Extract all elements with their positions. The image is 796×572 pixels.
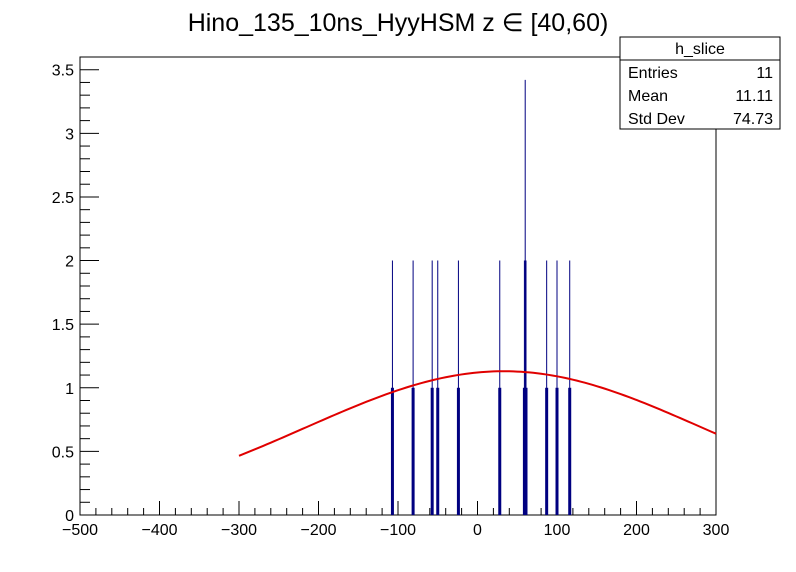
histogram-bar [436,387,440,515]
stats-entries-label: Entries [628,65,678,82]
gaussian-fit-line [238,370,717,457]
histogram-bar [555,387,559,515]
stats-box: h_slice Entries 11 Mean 11.11 Std Dev 74… [619,36,781,130]
y-tick-label: 2 [65,254,74,271]
x-tick-label: 0 [473,522,482,539]
histogram-bar [568,387,572,515]
y-tick-label: 0.5 [52,444,74,461]
histogram-bar [390,387,394,515]
histogram-bar [430,387,434,515]
histogram-bar [456,387,460,515]
x-tick-label: −500 [62,522,98,539]
histogram-bar [498,387,502,515]
x-tick-label: 300 [703,522,730,539]
x-tick-label: −300 [221,522,257,539]
histogram-bar [522,387,526,515]
x-tick-label: 100 [544,522,571,539]
stats-mean-value: 11.11 [735,88,773,105]
histogram-bar [524,387,528,515]
y-tick-label: 3 [65,126,74,143]
y-tick-label: 3.5 [52,63,74,80]
x-tick-label: 200 [623,522,650,539]
stats-stddev-value: 74.73 [733,111,773,128]
y-tick-label: 1.5 [52,317,74,334]
x-tick-label: −100 [380,522,416,539]
y-tick-label: 0 [65,508,74,525]
chart-title: Hino_135_10ns_HyyHSM z ∈ [40,60) [188,9,609,37]
y-tick-label: 2.5 [52,190,74,207]
histogram-bar [411,387,415,515]
y-tick-label: 1 [65,381,74,398]
stats-mean-label: Mean [628,88,668,105]
x-tick-label: −200 [300,522,336,539]
stats-box-title: h_slice [675,41,725,58]
histogram-bar [545,387,549,515]
histogram-bars [390,387,572,515]
stats-entries-value: 11 [756,65,773,82]
x-tick-label: −400 [141,522,177,539]
x-axis: −500 −400 −300 −200 −100 0 100 200 300 [62,501,729,539]
stats-stddev-label: Std Dev [628,111,685,128]
stats-box-border [619,36,781,130]
y-axis: 0 0.5 1 1.5 2 2.5 3 3.5 [52,56,99,525]
